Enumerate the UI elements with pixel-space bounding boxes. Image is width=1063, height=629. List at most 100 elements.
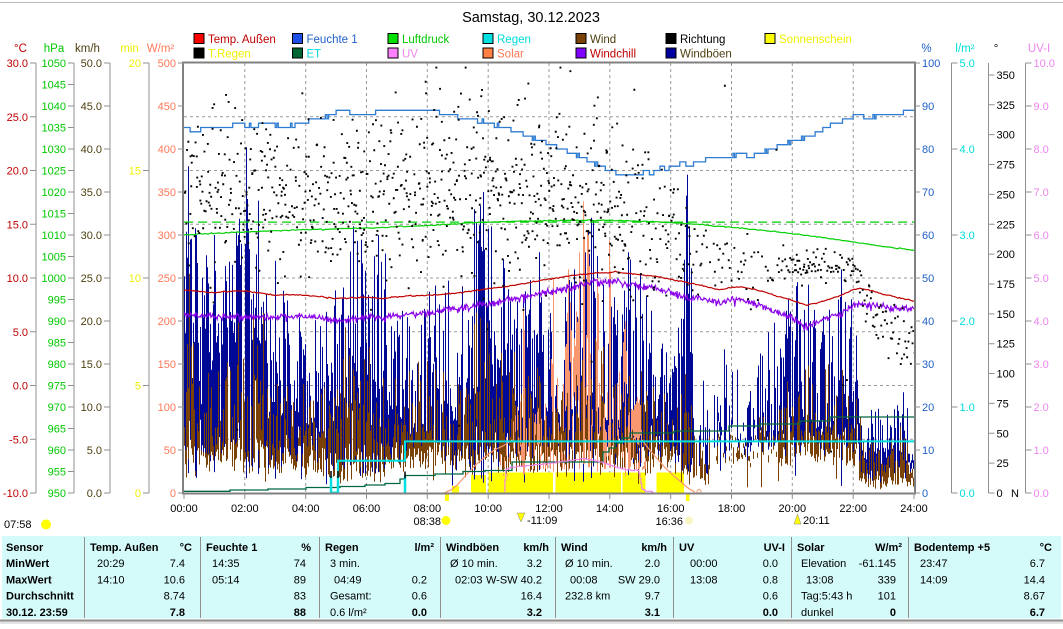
svg-text:7.4: 7.4 (170, 558, 185, 570)
svg-text:1025: 1025 (42, 166, 66, 178)
svg-text:Temp. Außen: Temp. Außen (208, 34, 276, 46)
svg-text:0: 0 (135, 488, 141, 500)
svg-text:10: 10 (129, 273, 141, 285)
svg-text:6.0: 6.0 (1034, 230, 1049, 242)
svg-text:75: 75 (997, 398, 1009, 410)
svg-text:14:10: 14:10 (97, 574, 125, 586)
svg-text:0.0: 0.0 (412, 607, 427, 619)
svg-text:14:00: 14:00 (596, 503, 624, 515)
svg-text:3.0: 3.0 (960, 230, 975, 242)
svg-text:T.Regen: T.Regen (208, 49, 251, 61)
svg-text:13:08: 13:08 (806, 574, 834, 586)
svg-text:1015: 1015 (42, 209, 66, 221)
svg-text:2.0: 2.0 (960, 316, 975, 328)
svg-text:4.0: 4.0 (1034, 316, 1049, 328)
svg-text:0.0: 0.0 (13, 381, 28, 393)
svg-text:-10.0: -10.0 (3, 488, 28, 500)
svg-text:2.0: 2.0 (645, 558, 660, 570)
svg-text:20.0: 20.0 (7, 166, 28, 178)
svg-text:10.6: 10.6 (164, 574, 185, 586)
svg-text:50.0: 50.0 (81, 58, 102, 70)
svg-text:0.6: 0.6 (763, 591, 778, 603)
svg-text:70: 70 (922, 187, 934, 199)
svg-text:°C: °C (180, 542, 192, 554)
svg-text:965: 965 (48, 424, 66, 436)
svg-text:16:36: 16:36 (655, 516, 683, 528)
svg-text:SW 29.0: SW 29.0 (618, 574, 660, 586)
svg-text:0.8: 0.8 (763, 574, 778, 586)
svg-text:00:08: 00:08 (570, 574, 598, 586)
svg-text:1045: 1045 (42, 80, 66, 92)
svg-text:225: 225 (997, 219, 1015, 231)
svg-text:0.0: 0.0 (87, 488, 102, 500)
svg-text:Luftdruck: Luftdruck (402, 34, 450, 46)
svg-text:Windchill: Windchill (590, 49, 636, 61)
svg-text:UV: UV (402, 49, 418, 61)
svg-text:25.0: 25.0 (7, 112, 28, 124)
svg-text:N: N (1011, 488, 1019, 500)
svg-text:40.0: 40.0 (81, 144, 102, 156)
svg-text:90: 90 (922, 101, 934, 113)
svg-text:Durchschnitt: Durchschnitt (6, 591, 74, 603)
svg-text:UV-I: UV-I (764, 542, 785, 554)
svg-text:20:00: 20:00 (779, 503, 807, 515)
svg-text:Sensor: Sensor (6, 542, 44, 554)
svg-text:Temp. Außen: Temp. Außen (90, 542, 159, 554)
svg-text:°C: °C (1040, 542, 1052, 554)
svg-text:0.0: 0.0 (960, 488, 975, 500)
svg-text:300: 300 (997, 130, 1015, 142)
svg-text:00:00: 00:00 (170, 503, 198, 515)
svg-text:Ø 10 min.: Ø 10 min. (565, 558, 613, 570)
svg-text:25: 25 (997, 458, 1009, 470)
svg-text:101: 101 (878, 591, 896, 603)
svg-text:250: 250 (158, 273, 176, 285)
svg-text:300: 300 (158, 230, 176, 242)
svg-text:16.4: 16.4 (521, 591, 542, 603)
svg-text:00:00: 00:00 (690, 558, 718, 570)
svg-text:74: 74 (294, 558, 306, 570)
svg-text:Solar: Solar (797, 542, 825, 554)
svg-text:1000: 1000 (42, 273, 66, 285)
svg-text:15.0: 15.0 (81, 359, 102, 371)
svg-text:UV-I: UV-I (1028, 43, 1050, 55)
svg-text:22:00: 22:00 (839, 503, 867, 515)
svg-text:-61.145: -61.145 (859, 558, 896, 570)
svg-text:175: 175 (997, 279, 1015, 291)
svg-text:15: 15 (129, 166, 141, 178)
svg-text:275: 275 (997, 160, 1015, 172)
svg-text:07:58: 07:58 (4, 519, 32, 531)
svg-text:Samstag, 30.12.2023: Samstag, 30.12.2023 (462, 10, 600, 26)
svg-text:0: 0 (922, 488, 928, 500)
svg-text:04:00: 04:00 (292, 503, 320, 515)
svg-text:7.0: 7.0 (1034, 187, 1049, 199)
svg-text:3.2: 3.2 (527, 558, 542, 570)
svg-text:W-SW 40.2: W-SW 40.2 (486, 574, 542, 586)
svg-text:0.6 l/m²: 0.6 l/m² (330, 607, 367, 619)
svg-text:20:29: 20:29 (97, 558, 125, 570)
svg-text:100: 100 (158, 402, 176, 414)
svg-text:0.2: 0.2 (412, 574, 427, 586)
svg-text:Elevation: Elevation (801, 558, 846, 570)
svg-text:975: 975 (48, 381, 66, 393)
svg-text:Sonnenschein: Sonnenschein (779, 34, 852, 46)
svg-text:0: 0 (890, 607, 896, 619)
svg-text:Feuchte 1: Feuchte 1 (307, 34, 358, 46)
svg-text:UV: UV (679, 542, 695, 554)
svg-text:339: 339 (878, 574, 896, 586)
svg-text:24:00: 24:00 (900, 503, 928, 515)
svg-text:50: 50 (164, 445, 176, 457)
svg-text:8.74: 8.74 (164, 591, 185, 603)
svg-text:30: 30 (922, 359, 934, 371)
svg-text:1005: 1005 (42, 252, 66, 264)
svg-text:3.2: 3.2 (527, 607, 542, 619)
svg-text:1.0: 1.0 (1034, 445, 1049, 457)
svg-text:400: 400 (158, 144, 176, 156)
svg-text:6.7: 6.7 (1030, 558, 1045, 570)
svg-text:3.0: 3.0 (1034, 359, 1049, 371)
svg-text:30.0: 30.0 (81, 230, 102, 242)
svg-text:3.1: 3.1 (645, 607, 660, 619)
svg-text:Windböen: Windböen (446, 542, 499, 554)
svg-text:0.0: 0.0 (763, 558, 778, 570)
svg-text:20: 20 (922, 402, 934, 414)
svg-text:40: 40 (922, 316, 934, 328)
